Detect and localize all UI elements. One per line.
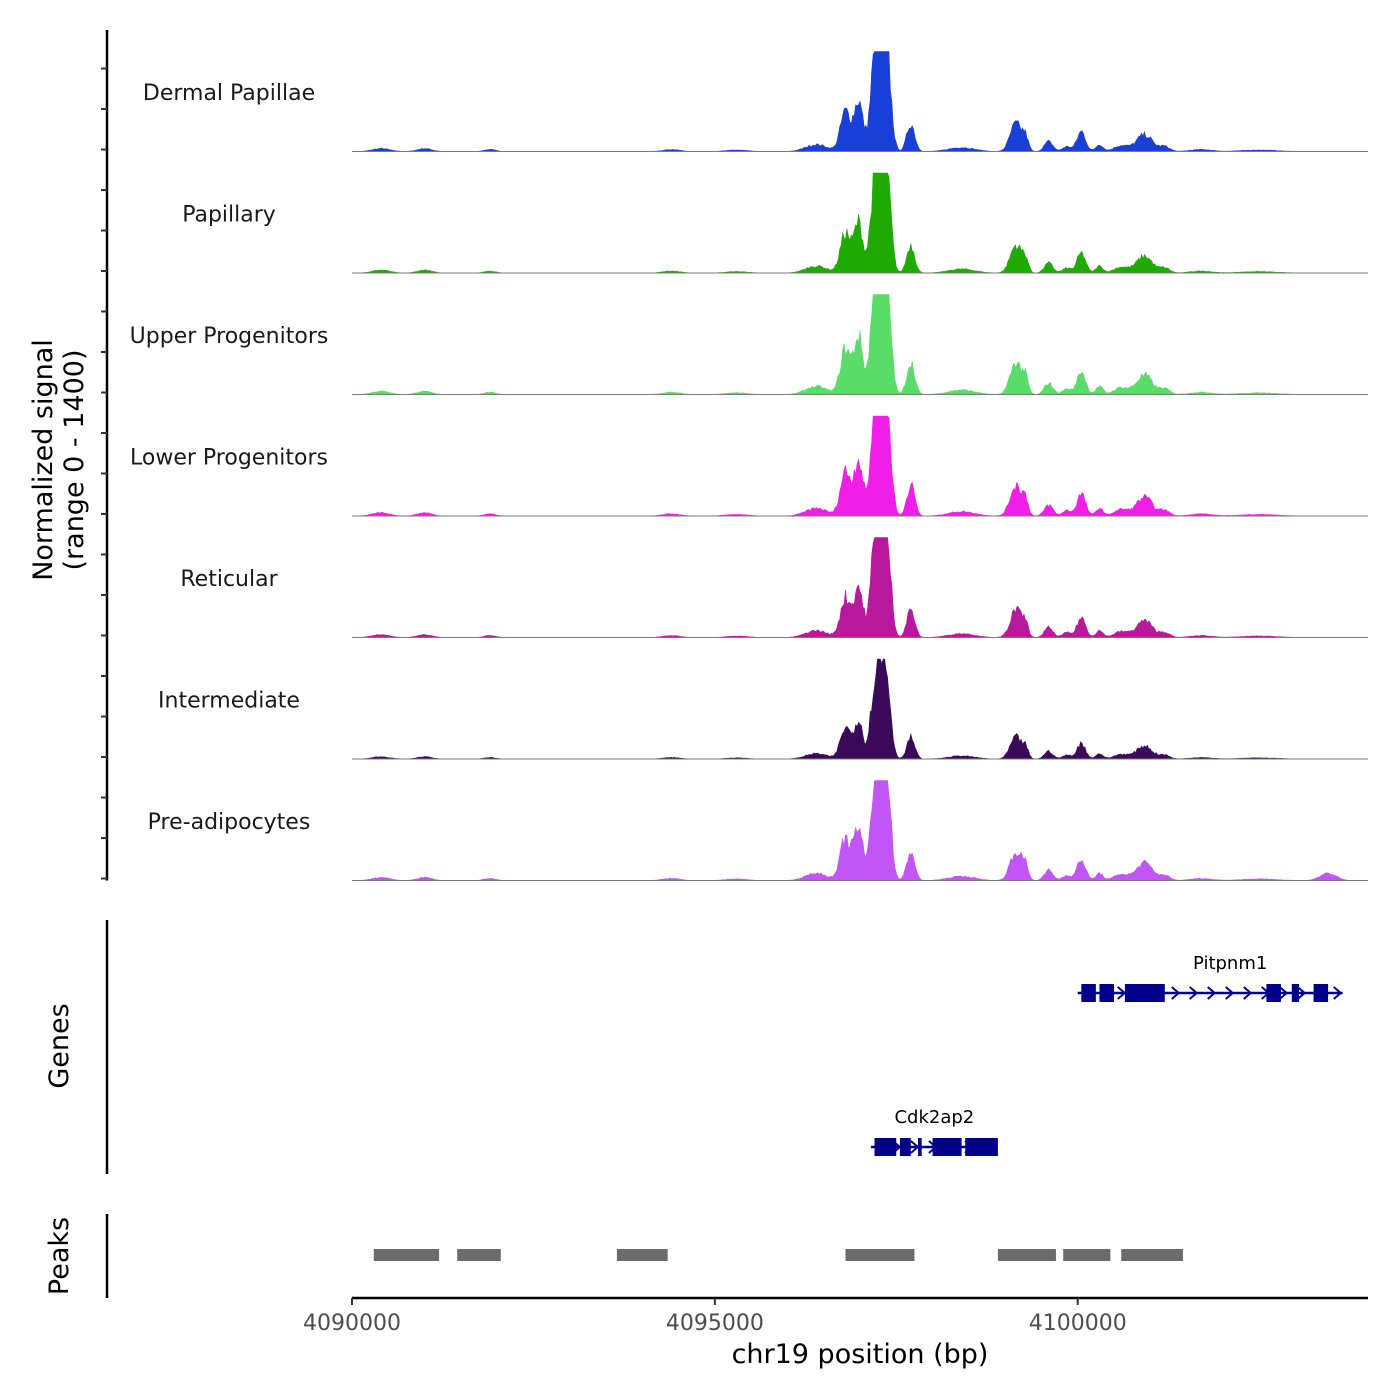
track-label: Intermediate [158,689,300,714]
coverage-track: Reticular [180,537,1368,638]
gene-exon [918,1138,922,1156]
peaks-track-title: Peaks [44,1217,75,1295]
gene-exon [1081,984,1096,1002]
strand-arrow [1333,986,1343,1000]
coverage-track: Pre-adipocytes [148,780,1368,881]
track-label: Lower Progenitors [130,446,328,471]
track-label: Dermal Papillae [143,81,315,106]
coverage-track: Dermal Papillae [143,51,1368,152]
coverage-track: Upper Progenitors [130,294,1368,395]
peaks-track [373,1249,1183,1261]
gene-exon [1313,984,1329,1002]
coverage-area [352,537,1368,638]
peak-region [1121,1249,1183,1261]
coverage-area [352,415,1368,517]
peak-region [616,1249,668,1261]
track-label: Papillary [182,203,276,228]
gene-model: Pitpnm1 [1077,953,1343,1002]
gene-exon [932,1138,962,1156]
peak-region [1063,1249,1111,1261]
strand-arrow [1243,986,1253,1000]
coverage-tracks: Dermal Papillae Papillary Upper Progenitor… [130,51,1368,881]
y-axis-title-line2: (range 0 - 1400) [59,350,90,571]
gene-exon [1291,984,1300,1002]
y-axis-title-line1: Normalized signal [28,339,59,581]
x-tick-label: 4100000 [1029,1311,1127,1336]
strand-arrow [1207,986,1217,1000]
x-tick-label: 4095000 [666,1311,764,1336]
gene-exon [1124,984,1165,1002]
gene-label: Pitpnm1 [1193,953,1267,974]
gene-exon [1099,984,1114,1002]
gene-annotation-track: Pitpnm1 Cdk2ap2 [870,953,1343,1156]
genes-track-title: Genes [44,1003,75,1088]
gene-exon [965,1138,998,1156]
peak-region [845,1249,915,1261]
strand-arrow [910,1140,920,1154]
strand-arrow [1297,986,1307,1000]
gene-model: Cdk2ap2 [870,1107,998,1156]
coverage-track: Papillary [182,172,1368,274]
strand-arrow [1117,986,1127,1000]
strand-arrow [1279,986,1289,1000]
peak-region [457,1249,501,1261]
coverage-area [352,51,1368,152]
coverage-track: Intermediate [158,658,1368,760]
axes: 4090000 4095000 4100000 [101,30,1368,1336]
strand-arrow [1171,986,1181,1000]
coverage-area [352,294,1368,395]
x-tick-label: 4090000 [303,1311,401,1336]
coverage-area [352,780,1368,881]
track-label: Upper Progenitors [130,324,329,349]
gene-exon [874,1138,897,1156]
strand-arrow [1189,986,1199,1000]
x-axis-title: chr19 position (bp) [732,1339,989,1370]
track-label: Pre-adipocytes [148,810,311,835]
gene-exon [899,1138,911,1156]
coverage-track: Lower Progenitors [130,415,1368,517]
coverage-area [352,172,1368,274]
peak-region [997,1249,1056,1261]
strand-arrow [1225,986,1235,1000]
gene-exon [1266,984,1281,1002]
gene-label: Cdk2ap2 [894,1107,974,1128]
track-label: Reticular [180,567,278,592]
peak-region [373,1249,440,1261]
coverage-area [352,658,1368,760]
